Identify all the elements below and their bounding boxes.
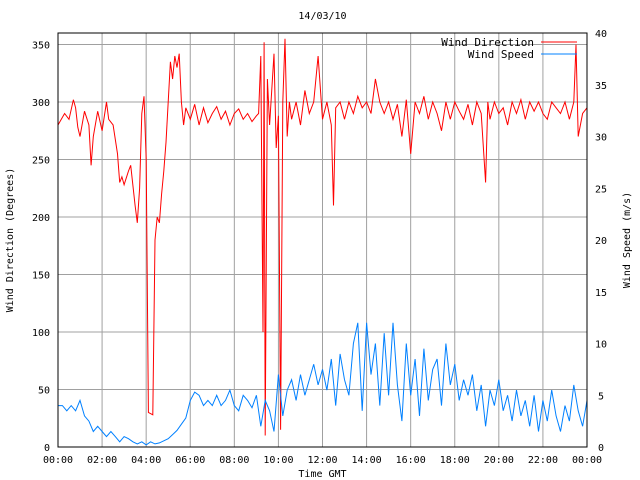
y-tick-label: 350 <box>32 41 50 52</box>
y2-tick-label: 5 <box>598 391 604 402</box>
y2-axis-title: Wind Speed (m/s) <box>622 192 633 288</box>
legend-label-wind-direction: Wind Direction <box>441 36 534 49</box>
series-lines <box>57 38 588 446</box>
series-line-wind-speed <box>58 322 588 446</box>
y-tick-label: 300 <box>32 98 50 109</box>
y-tick-label: 150 <box>32 271 50 282</box>
x-tick-label: 12:00 <box>307 455 337 466</box>
y2-tick-label: 0 <box>598 443 604 454</box>
legend-label-wind-speed: Wind Speed <box>468 48 534 61</box>
x-tick-label: 18:00 <box>440 455 470 466</box>
y2-tick-label: 15 <box>595 288 607 299</box>
x-tick-label: 22:00 <box>528 455 558 466</box>
y2-tick-label: 20 <box>595 236 607 247</box>
y-tick-label: 50 <box>38 386 50 397</box>
y-tick-label: 250 <box>32 156 50 167</box>
y2-tick-label: 10 <box>595 340 607 351</box>
tick-labels: 00:00 02:00 04:00 06:00 08:00 10:00 12:00 14:00… <box>32 29 607 466</box>
x-tick-label: 10:00 <box>263 455 293 466</box>
y2-tick-label: 25 <box>595 184 607 195</box>
y2-tick-label: 40 <box>595 29 607 40</box>
x-axis-title: Time GMT <box>298 469 346 480</box>
x-tick-label: 08:00 <box>219 455 249 466</box>
x-tick-label: 02:00 <box>87 455 117 466</box>
y2-tick-label: 35 <box>595 81 607 92</box>
x-tick-label: 06:00 <box>175 455 205 466</box>
x-tick-label: 00:00 <box>572 455 602 466</box>
x-tick-label: 04:00 <box>131 455 161 466</box>
x-tick-label: 20:00 <box>484 455 514 466</box>
x-tick-label: 14:00 <box>352 455 382 466</box>
y-tick-label: 0 <box>44 443 50 454</box>
x-tick-label: 16:00 <box>396 455 426 466</box>
y-tick-label: 100 <box>32 328 50 339</box>
y-axis-title: Wind Direction (Degrees) <box>5 168 16 313</box>
legend: Wind Direction Wind Speed <box>441 36 577 61</box>
chart-title: 14/03/10 <box>298 11 346 22</box>
plot-area-frame <box>57 32 588 448</box>
series-line-wind-direction <box>57 38 588 436</box>
y-tick-label: 200 <box>32 213 50 224</box>
x-tick-label: 00:00 <box>43 455 73 466</box>
y2-tick-label: 30 <box>595 133 607 144</box>
grid-lines <box>58 33 587 447</box>
